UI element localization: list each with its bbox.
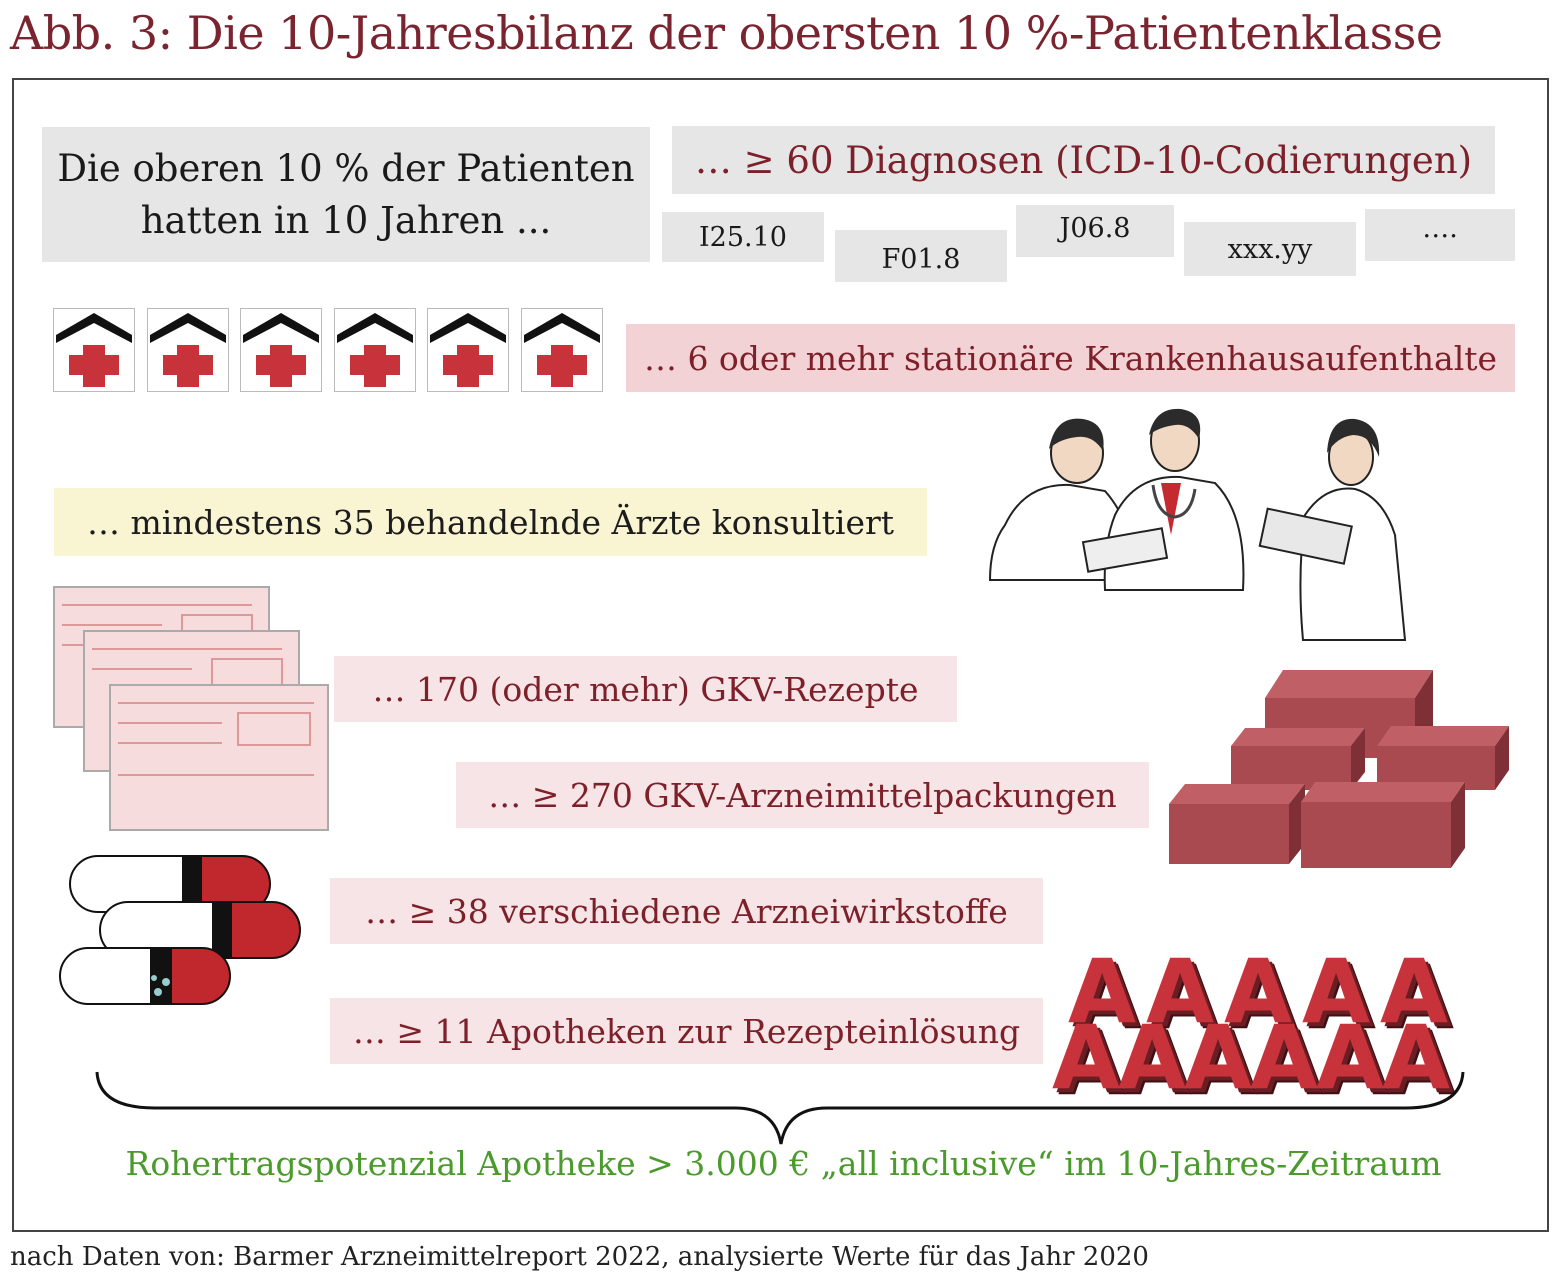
prescription-form-3 [109, 684, 329, 831]
icd-code-1: I25.10 [662, 212, 824, 262]
medicine-box-5 [1301, 782, 1465, 868]
pharmacy-letter: A [1302, 940, 1371, 1043]
hospital-icon [53, 308, 135, 392]
source-note: nach Daten von: Barmer Arzneimittelrepor… [10, 1242, 1149, 1272]
pharmacy-letter: A [1184, 1006, 1253, 1109]
pharmacy-letter: A [1224, 940, 1293, 1043]
prescriptions-label: … 170 (oder mehr) GKV-Rezepte [334, 656, 957, 722]
pharmacy-letter: A [1068, 940, 1137, 1043]
doctors-label: … mindestens 35 behandelnde Ärzte konsul… [54, 488, 927, 556]
pharmacy-letter: A [1380, 940, 1449, 1043]
clipboard [1081, 527, 1169, 573]
intro-line-1: Die oberen 10 % der Patienten [57, 146, 635, 190]
hospital-label: … 6 oder mehr stationäre Krankenhausaufe… [626, 324, 1515, 392]
intro-line-2: hatten in 10 Jahren ... [140, 198, 552, 242]
medicine-box-2 [1231, 728, 1365, 790]
capsule-icons [59, 855, 301, 1005]
intro-box: Die oberen 10 % der Patienten hatten in … [42, 127, 650, 262]
hospital-icon [146, 308, 229, 392]
medicine-boxes [1169, 670, 1509, 868]
capsule-2 [99, 901, 301, 959]
pharmacy-letter: A [1382, 1006, 1451, 1109]
icd-code-2: F01.8 [835, 230, 1007, 282]
icd-code-3: J06.8 [1016, 205, 1174, 257]
pharmacies-label: … ≥ 11 Apotheken zur Rezepteinlösung [330, 998, 1043, 1064]
pharmacy-letter: A [1316, 1006, 1385, 1109]
packages-label: … ≥ 270 GKV-Arzneimittelpackungen [456, 762, 1149, 828]
summary-brace [95, 1071, 1465, 1145]
figure-frame [12, 78, 1549, 1232]
hospital-icon [520, 308, 603, 392]
prescription-forms [53, 586, 329, 831]
diagnoses-label: … ≥ 60 Diagnosen (ICD-10-Codierungen) [672, 126, 1495, 194]
hospital-icon [333, 308, 416, 392]
icd-code-4: xxx.yy [1184, 222, 1356, 276]
figure-title: Abb. 3: Die 10-Jahresbilanz der obersten… [10, 6, 1443, 60]
substances-label: … ≥ 38 verschiedene Arzneiwirkstoffe [330, 878, 1043, 944]
pharmacy-letter: A [1118, 1006, 1187, 1109]
pharmacy-letter: A [1052, 1006, 1121, 1109]
doctor-3 [1258, 418, 1407, 641]
pharmacy-letter: A [1250, 1006, 1319, 1109]
hospital-icon [240, 308, 322, 392]
icd-code-5: …. [1365, 209, 1515, 261]
summary-text: Rohertragspotenzial Apotheke > 3.000 € „… [125, 1144, 1442, 1183]
capsule-3 [59, 947, 231, 1005]
medicine-box-3 [1377, 726, 1509, 790]
doctors-illustration [988, 408, 1407, 641]
hospital-icon [427, 308, 509, 392]
pharmacy-letter: A [1146, 940, 1215, 1043]
clipboard-2 [1258, 507, 1353, 565]
medicine-box-4 [1169, 784, 1305, 864]
